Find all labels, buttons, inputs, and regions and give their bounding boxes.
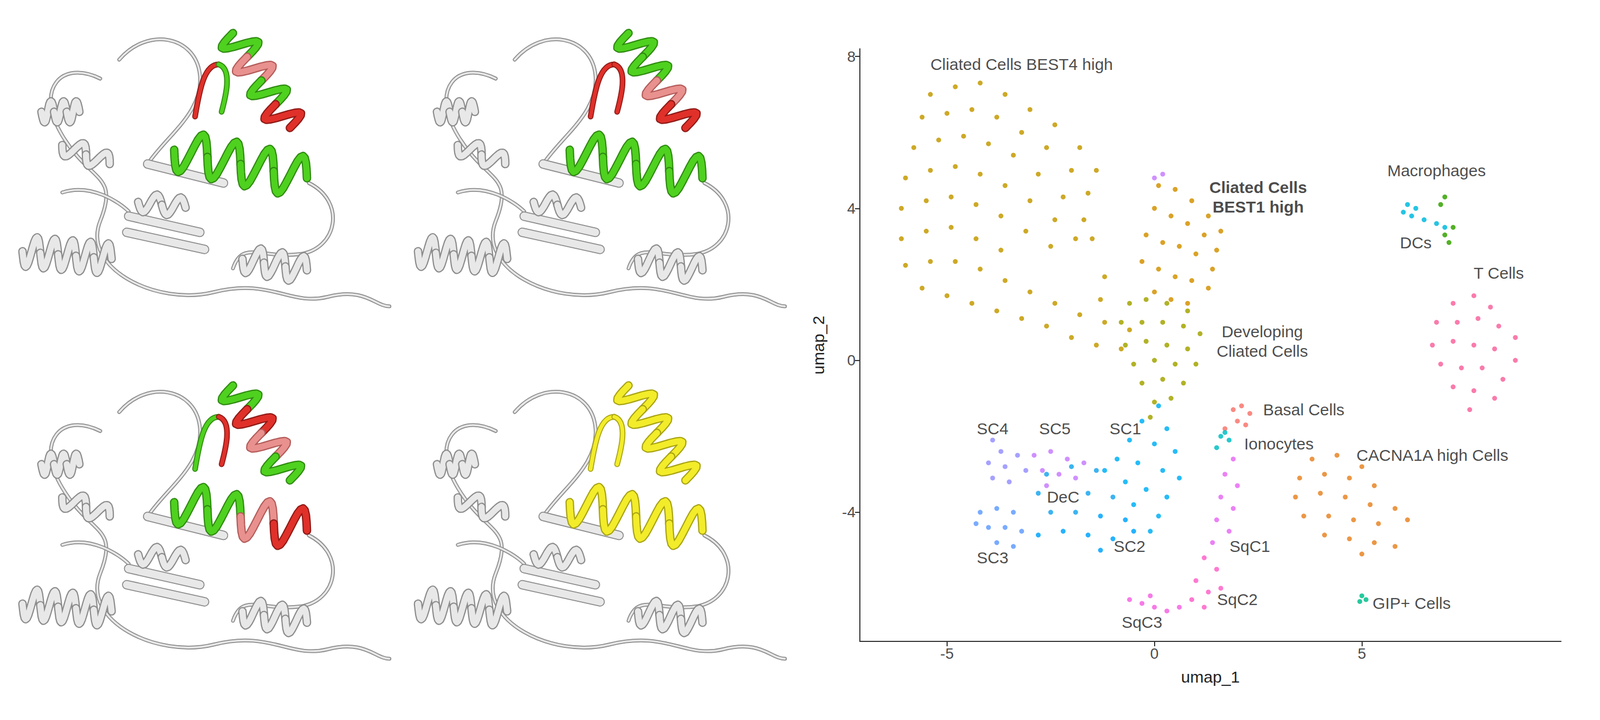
svg-text:umap_1: umap_1	[1181, 667, 1240, 686]
svg-text:SqC3: SqC3	[1121, 612, 1163, 631]
svg-text:Basal Cells: Basal Cells	[1262, 400, 1345, 419]
svg-text:0: 0	[1150, 644, 1159, 662]
svg-text:0: 0	[846, 351, 856, 369]
svg-text:SqC1: SqC1	[1229, 536, 1271, 555]
svg-text:Cliated Cells: Cliated Cells	[1209, 178, 1307, 197]
svg-text:Cliated Cells BEST4 high: Cliated Cells BEST4 high	[930, 55, 1113, 74]
svg-text:SC1: SC1	[1109, 419, 1142, 438]
svg-text:GIP+ Cells: GIP+ Cells	[1372, 593, 1451, 612]
svg-text:DeC: DeC	[1046, 487, 1080, 506]
svg-text:Ionocytes: Ionocytes	[1244, 434, 1314, 453]
svg-text:Developing: Developing	[1221, 322, 1304, 341]
svg-text:SC3: SC3	[976, 548, 1009, 567]
svg-text:umap_2: umap_2	[809, 315, 828, 374]
svg-text:SC5: SC5	[1039, 419, 1071, 438]
svg-text:SC4: SC4	[976, 419, 1009, 438]
svg-text:-4: -4	[841, 503, 856, 521]
svg-text:Macrophages: Macrophages	[1387, 161, 1486, 180]
svg-text:4: 4	[846, 199, 856, 217]
svg-text:DCs: DCs	[1400, 233, 1432, 252]
svg-text:CACNA1A high Cells: CACNA1A high Cells	[1356, 445, 1509, 464]
svg-text:T Cells: T Cells	[1473, 263, 1525, 282]
svg-text:SC2: SC2	[1113, 536, 1146, 555]
svg-text:BEST1 high: BEST1 high	[1212, 197, 1304, 216]
svg-text:SqC2: SqC2	[1216, 590, 1258, 608]
svg-text:Cliated Cells: Cliated Cells	[1216, 341, 1308, 360]
svg-text:5: 5	[1357, 644, 1367, 662]
svg-text:8: 8	[846, 48, 856, 66]
svg-text:-5: -5	[940, 644, 954, 662]
